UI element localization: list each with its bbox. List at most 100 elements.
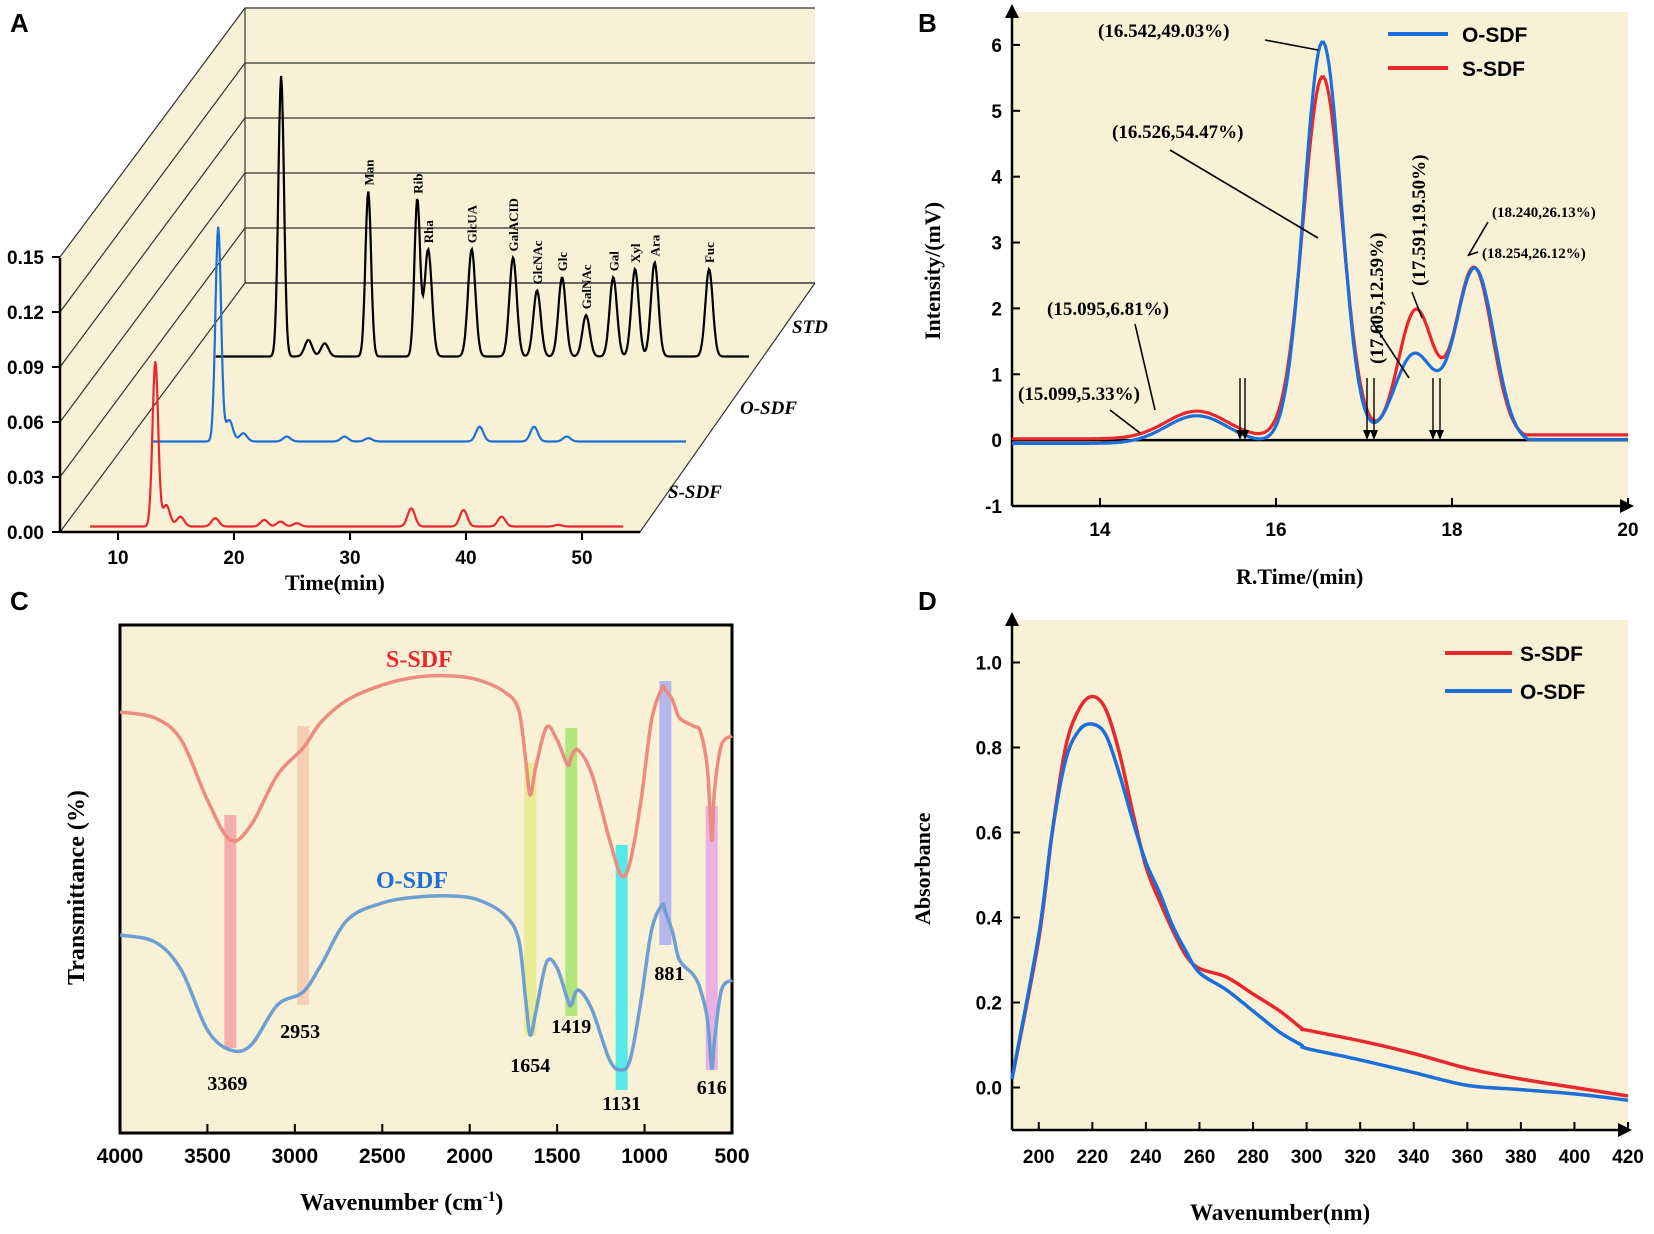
panel-c-x-tick-label: 1500 [534,1145,581,1168]
panel-d-legend-label: O-SDF [1520,681,1586,704]
panel-b-y-tick-label: 4 [991,168,1002,189]
panel-b-annotation: (18.254,26.12%) [1482,246,1586,262]
panel-d-x-tick-label: 380 [1505,1147,1537,1168]
panel-d: 0.0 0.2 0.4 0.6 0.8 1.0 200 220 240 260 280 300 320 3… [910,612,1644,1225]
panel-a-x-tick-label: 20 [223,548,244,569]
panel-b-leader-line [1169,149,1319,239]
panel-d-y-tick-label: 0.8 [976,739,1002,760]
panel-b-leader-line [1411,291,1423,319]
panel-c-band-label: 881 [654,963,684,985]
panel-a-x-tick-label: 40 [455,548,476,569]
panel-d-series-o-sdf [1010,722,1629,1103]
panel-d-x-arrow [1618,1123,1632,1137]
panel-a-peak-label: GalACID [506,198,521,251]
panel-b-annotation: (17.605,12.59%) [1367,233,1388,364]
panel-d-y-tick-label: 0.2 [976,994,1002,1015]
panel-a-series-label: STD [792,317,828,338]
panel-c-x-tick-label: 2000 [446,1145,493,1168]
panel-b-y-title: Intensity/(mV) [920,202,945,340]
panel-b-drop-arrow [1363,430,1371,440]
panel-b-y-tick-label: 6 [991,36,1002,57]
panel-b-annotation: (16.526,54.47%) [1112,122,1243,143]
panel-b-annotation: (16.542,49.03%) [1098,21,1229,42]
panel-b-y-tick-label: 1 [991,365,1002,386]
panel-b-y-tick-label: -1 [985,497,1002,518]
panel-d-x-tick-label: 240 [1130,1147,1162,1168]
panel-a-y-tick-label: 0.06 [7,413,44,434]
panel-c-x-tick-label: 3500 [184,1145,231,1168]
panel-a-gridline [59,7,815,258]
panel-a-peak-label: GlcUA [465,204,480,243]
panel-c-band-label: 3369 [207,1073,247,1095]
panel-c-x-title-sup: -1 [483,1189,496,1205]
panel-d-y-tick-label: 0.6 [976,824,1002,845]
panel-b-series-s-sdf [1012,75,1628,441]
panel-c-x-title: Wavenumber (cm-1) [300,1189,503,1216]
panel-c-band-label: 2953 [280,1021,320,1043]
panel-a-peak-label: Rib [410,174,425,194]
panel-a-y-tick-label: 0.15 [7,248,44,269]
panel-b-legend-label: S-SDF [1462,58,1525,81]
panel-b-x-title: R.Time/(min) [1236,564,1363,589]
panel-d-y-tick-label: 0.4 [976,909,1003,930]
panel-c-series-o-sdf [119,894,734,1072]
panel-d-y-arrow [1005,612,1019,626]
panel-b-leader-line [1264,39,1319,51]
panel-d-x-tick-label: 300 [1291,1147,1323,1168]
panel-d-x-tick-label: 200 [1023,1147,1055,1168]
panel-a-peak-label: Glc [555,252,570,272]
panel-b-y-arrow [1005,4,1019,18]
panel-c-series-label: O-SDF [376,868,448,894]
panel-c-band [565,728,578,1016]
panel-a: 0.00 0.03 0.06 0.09 0.12 0.15 10 20 30 40 50 STD Ma… [7,7,828,595]
panel-c-x-tick-label: 4000 [97,1145,144,1168]
panel-b-drop-arrow [1436,430,1444,440]
panel-a-x-tick-label: 10 [107,548,128,569]
panel-c-band-label: 616 [697,1077,727,1099]
panel-c-series-label: S-SDF [386,647,453,673]
panel-d-series-s-sdf [1010,694,1629,1098]
panel-d-y-title: Absorbance [910,812,935,925]
panel-a-series-s-sdf [90,361,624,528]
panel-d-legend-label: S-SDF [1520,643,1583,666]
panel-b-leader-line [1134,323,1156,411]
panel-c-x-title-text: Wavenumber (cm [300,1190,483,1216]
panel-a-series-label: O-SDF [740,398,797,419]
panel-b-series-o-sdf [1012,40,1628,445]
panel-c-plot-area [118,623,734,1135]
panel-c-x-tick-label: 1000 [621,1145,668,1168]
panel-a-side-wall [60,8,245,532]
panel-a-y-tick-label: 0.00 [7,523,44,544]
panel-a-peak-label: Xyl [628,243,643,263]
panel-b-annotation: (17.591,19.50%) [1409,155,1430,286]
panel-a-peak-label: GlcNAc [530,240,545,284]
panel-b-annotation: (15.095,6.81%) [1047,299,1169,320]
panel-a-series-label: S-SDF [668,482,722,503]
panel-b-x-tick-label: 18 [1441,520,1462,541]
panel-c-band [224,815,237,1048]
panel-b-drop-arrow [1429,430,1437,440]
panel-c-band [615,845,628,1090]
panel-c-x-tick-label: 2500 [359,1145,406,1168]
panel-c-band [659,681,672,945]
panel-a-gridline [59,282,815,533]
panel-a-back-wall [245,8,815,283]
panel-a-floor [60,283,815,532]
panel-a-peak-label: Fuc [702,242,717,263]
panel-d-x-tick-label: 360 [1451,1147,1483,1168]
panel-b-leader-line [1468,251,1479,256]
panel-a-x-tick-label: 30 [339,548,360,569]
panel-c-x-tick-label: 3000 [271,1145,318,1168]
panel-d-x-tick-label: 400 [1559,1147,1591,1168]
panel-c-band-label: 1419 [551,1016,591,1038]
panel-d-x-tick-label: 420 [1612,1147,1644,1168]
panel-b-leader-line [1109,409,1141,434]
panel-label-c: C [10,586,29,616]
panel-b-drop-arrow [1370,430,1378,440]
panel-c-series-s-sdf [119,673,734,879]
panel-d-x-tick-label: 220 [1076,1147,1108,1168]
panel-label-b: B [918,8,937,38]
panel-label-a: A [10,8,29,38]
